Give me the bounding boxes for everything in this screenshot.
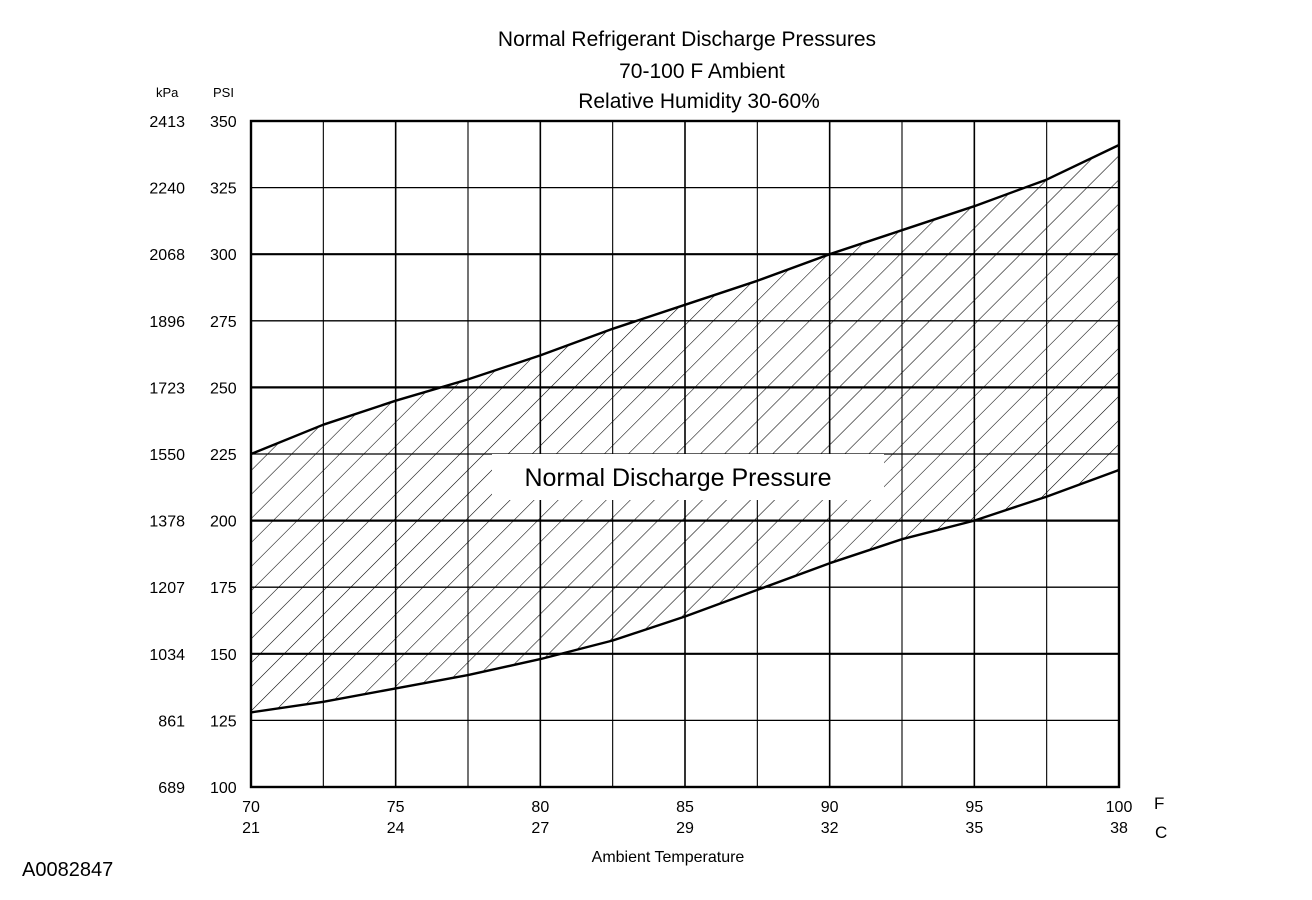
y-tick-kpa-689: 689: [158, 780, 185, 797]
chart-title: Normal Refrigerant Discharge Pressures: [498, 28, 876, 51]
chart-subtitle-humidity: Relative Humidity 30-60%: [578, 90, 820, 113]
x-tick-f-95: 95: [965, 799, 983, 816]
x-tick-f-75: 75: [387, 799, 405, 816]
x-tick-f-80: 80: [531, 799, 549, 816]
x-tick-f-70: 70: [242, 799, 260, 816]
y-tick-kpa-1034: 1034: [149, 647, 185, 664]
y-axis-ticks: 689 100 861 125 1034 150 1207 175 1378 200 1550 225…: [149, 114, 236, 797]
lower-boundary-line: [250, 468, 1120, 714]
y-tick-psi-200: 200: [210, 514, 237, 531]
y-tick-kpa-1723: 1723: [149, 380, 185, 397]
y-tick-psi-175: 175: [210, 580, 237, 597]
x-tick-c-27: 27: [531, 820, 549, 837]
x-tick-c-21: 21: [242, 820, 260, 837]
y-tick-kpa-2413: 2413: [149, 114, 185, 131]
y-tick-psi-100: 100: [210, 780, 237, 797]
upper-boundary-line: [250, 143, 1120, 456]
figure-id: A0082847: [22, 859, 113, 881]
y-tick-psi-125: 125: [210, 713, 237, 730]
x-unit-celsius: C: [1155, 823, 1167, 842]
region-label-background: [492, 454, 884, 500]
y-tick-kpa-1207: 1207: [149, 580, 185, 597]
y-tick-psi-225: 225: [210, 447, 237, 464]
region-label: Normal Discharge Pressure: [524, 464, 831, 492]
chart-subtitle-ambient: 70-100 F Ambient: [619, 60, 785, 83]
y-tick-psi-275: 275: [210, 314, 237, 331]
x-tick-c-38: 38: [1110, 820, 1128, 837]
x-tick-f-90: 90: [821, 799, 839, 816]
x-tick-f-100: 100: [1106, 799, 1133, 816]
y-tick-psi-325: 325: [210, 181, 237, 198]
y-tick-kpa-861: 861: [158, 713, 185, 730]
plot-frame: [249, 119, 1121, 789]
y-unit-psi: PSI: [213, 85, 234, 100]
y-tick-psi-300: 300: [210, 247, 237, 264]
y-tick-kpa-2240: 2240: [149, 181, 185, 198]
y-unit-kpa: kPa: [156, 85, 179, 100]
x-tick-c-24: 24: [387, 820, 405, 837]
x-tick-c-29: 29: [676, 820, 694, 837]
x-axis-title: Ambient Temperature: [592, 849, 745, 866]
x-tick-c-35: 35: [965, 820, 983, 837]
y-tick-kpa-1896: 1896: [149, 314, 185, 331]
x-tick-c-32: 32: [821, 820, 839, 837]
y-tick-kpa-1378: 1378: [149, 514, 185, 531]
range-boundaries: [250, 143, 1120, 714]
y-tick-kpa-2068: 2068: [149, 247, 185, 264]
y-tick-kpa-1550: 1550: [149, 447, 185, 464]
y-tick-psi-150: 150: [210, 647, 237, 664]
x-tick-f-85: 85: [676, 799, 694, 816]
plot-border: [249, 119, 1121, 789]
y-tick-psi-250: 250: [210, 380, 237, 397]
x-axis-ticks: 70 21 75 24 80 27 85 29 90 32 95 35 100 38: [242, 799, 1132, 837]
y-tick-psi-350: 350: [210, 114, 237, 131]
x-unit-fahrenheit: F: [1154, 794, 1164, 813]
